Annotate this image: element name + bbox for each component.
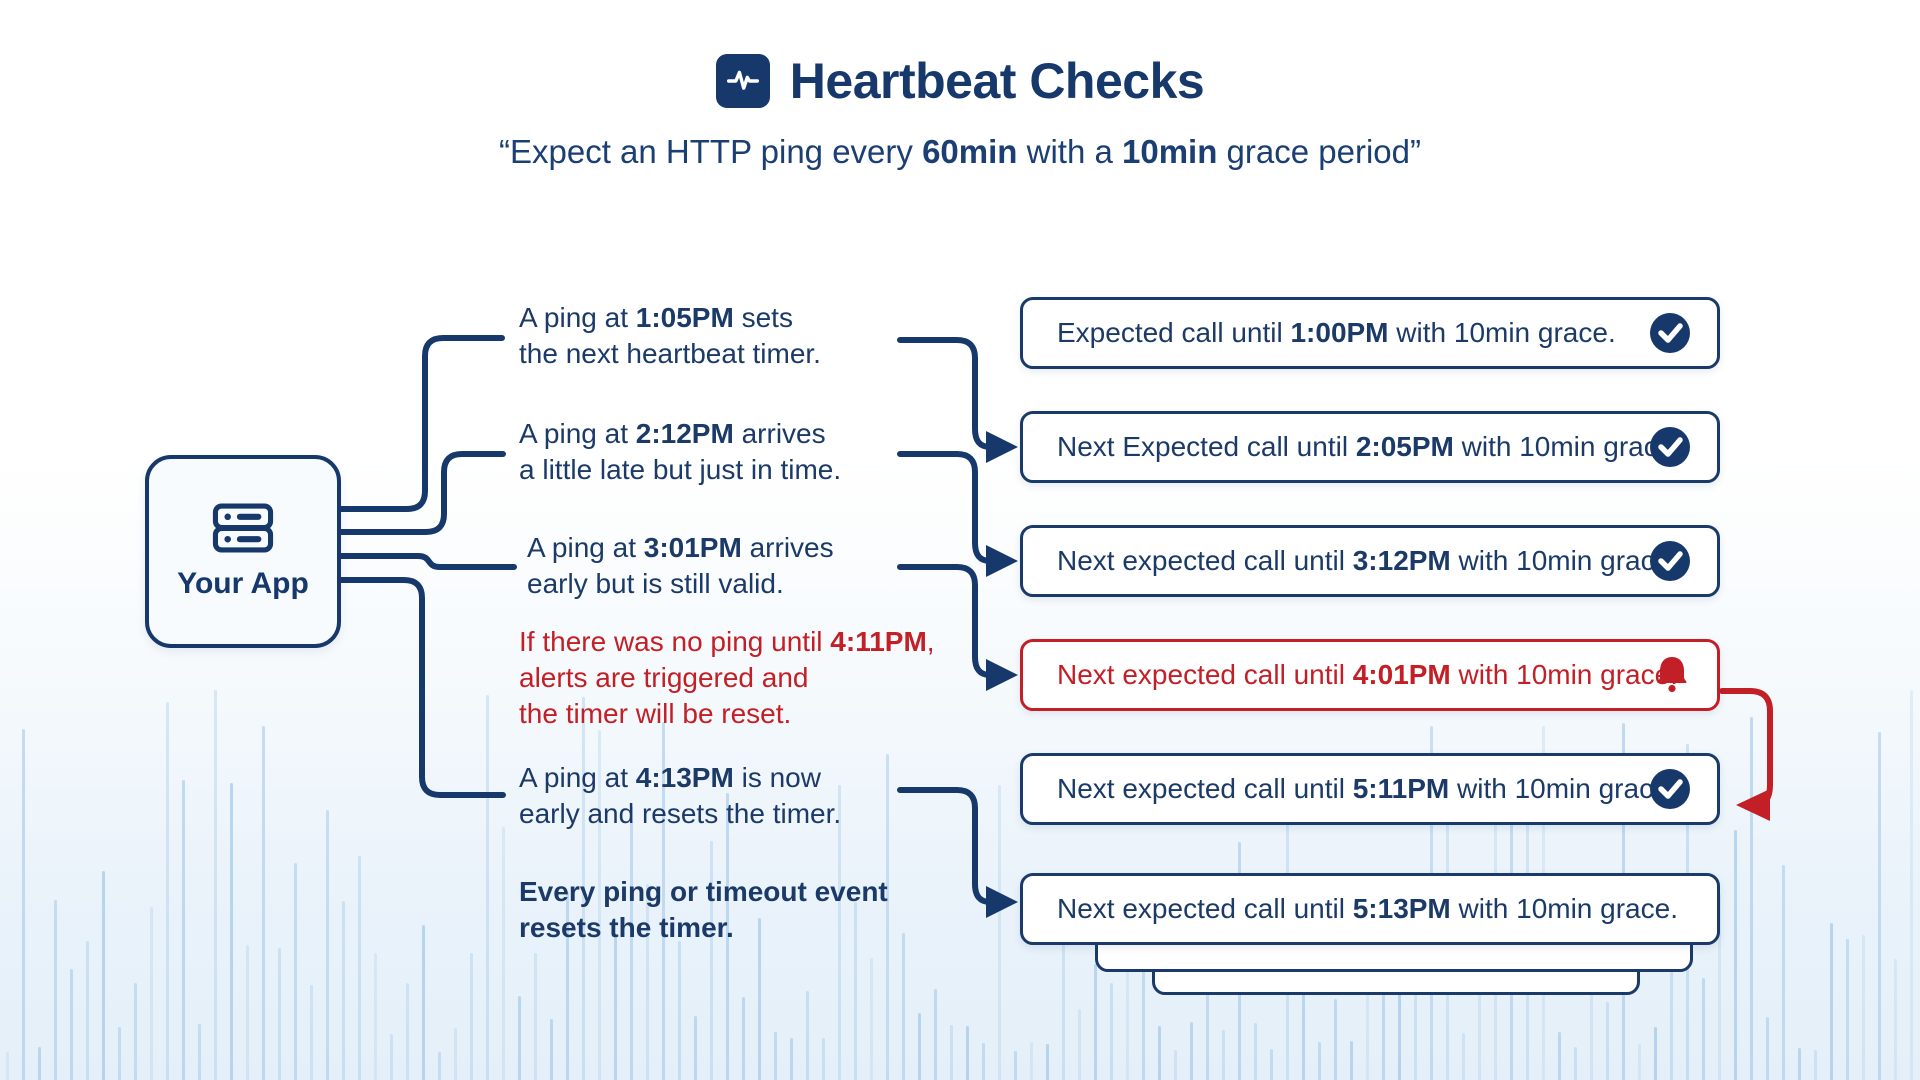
note-timeout-alert: If there was no ping until 4:11PM, alert… bbox=[519, 626, 935, 729]
note-ping-4: A ping at 4:13PM is now early and resets… bbox=[519, 762, 842, 829]
connector-note5-to-box6 bbox=[897, 787, 993, 905]
connector-app-to-note2 bbox=[327, 451, 506, 535]
status-box-1: Expected call until 1:00PM with 10min gr… bbox=[1020, 297, 1720, 369]
status-box-2: Next Expected call until 2:05PM with 10m… bbox=[1020, 411, 1720, 483]
status-text: Expected call until 1:00PM with 10min gr… bbox=[1057, 317, 1616, 348]
page-title: Heartbeat Checks bbox=[789, 53, 1205, 109]
arrowhead-icon bbox=[986, 886, 1018, 918]
server-icon bbox=[212, 503, 274, 552]
note-ping-2: A ping at 2:12PM arrives a little late b… bbox=[519, 418, 842, 485]
subtitle-text: with a bbox=[1017, 133, 1122, 170]
status-text: Next expected call until 4:01PM with 10m… bbox=[1057, 659, 1678, 690]
connector-app-to-note5 bbox=[327, 577, 506, 798]
subtitle-interval: 60min bbox=[922, 133, 1018, 170]
connector-alert-reset bbox=[1719, 688, 1773, 808]
app-label: Your App bbox=[177, 566, 309, 600]
status-text: Next expected call until 3:12PM with 10m… bbox=[1057, 545, 1678, 576]
check-circle-icon bbox=[1650, 541, 1690, 581]
status-text: Next expected call until 5:11PM with 10m… bbox=[1057, 773, 1677, 804]
bell-icon bbox=[1657, 657, 1687, 693]
status-box-5: Next expected call until 5:11PM with 10m… bbox=[1020, 753, 1720, 825]
note-ping-1: A ping at 1:05PM sets the next heartbeat… bbox=[519, 302, 821, 369]
status-box-3: Next expected call until 3:12PM with 10m… bbox=[1020, 525, 1720, 597]
note-reset-rule: Every ping or timeout event resets the t… bbox=[519, 876, 888, 943]
check-circle-icon bbox=[1650, 313, 1690, 353]
subtitle-grace: 10min bbox=[1122, 133, 1218, 170]
status-box-4-alert: Next expected call until 4:01PM with 10m… bbox=[1020, 639, 1720, 711]
status-text: Next Expected call until 2:05PM with 10m… bbox=[1057, 431, 1682, 462]
connector-note2-to-box3 bbox=[897, 451, 993, 564]
note-ping-3: A ping at 3:01PM arrives early but is st… bbox=[527, 532, 834, 599]
status-box-6: Next expected call until 5:13PM with 10m… bbox=[1020, 873, 1720, 945]
arrowhead-icon bbox=[986, 431, 1018, 463]
connector-app-to-note1 bbox=[327, 335, 505, 512]
arrowhead-icon bbox=[986, 659, 1018, 691]
your-app-node: Your App bbox=[145, 455, 341, 648]
check-circle-icon bbox=[1650, 427, 1690, 467]
header: Heartbeat Checks bbox=[0, 52, 1920, 110]
connector-app-to-note3 bbox=[327, 553, 517, 570]
subtitle-text: grace period” bbox=[1217, 133, 1421, 170]
arrowhead-icon bbox=[1736, 789, 1770, 821]
arrowhead-icon bbox=[986, 545, 1018, 577]
activity-pulse-icon bbox=[715, 54, 770, 108]
subtitle: “Expect an HTTP ping every 60min with a … bbox=[0, 133, 1920, 171]
status-text: Next expected call until 5:13PM with 10m… bbox=[1057, 893, 1678, 924]
check-circle-icon bbox=[1650, 769, 1690, 809]
subtitle-text: “Expect an HTTP ping every bbox=[499, 133, 923, 170]
connector-note1-to-box2 bbox=[897, 337, 993, 450]
